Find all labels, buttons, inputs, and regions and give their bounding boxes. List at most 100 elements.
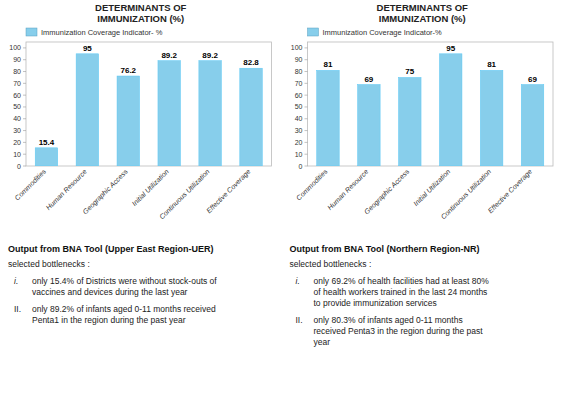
bar xyxy=(439,54,462,166)
data-label: 95 xyxy=(83,44,92,53)
bar xyxy=(399,77,422,166)
y-tick xyxy=(23,71,26,72)
x-tick-label: Commodities xyxy=(13,167,47,201)
item-numeral: i. xyxy=(14,276,18,286)
chart-panel: DETERMINANTS OFIMMUNIZATION (%) Immunizat… xyxy=(9,2,271,221)
y-tick xyxy=(23,83,26,84)
y-tick-label: 100 xyxy=(291,44,303,51)
y-tick xyxy=(305,71,308,72)
item-numeral: II. xyxy=(296,315,303,325)
bar xyxy=(158,61,181,166)
y-tick-label: 70 xyxy=(295,80,303,87)
text-line: to provide immunization services xyxy=(314,298,437,308)
text-line: DETERMINANTS OF xyxy=(377,2,469,13)
bar xyxy=(317,70,340,166)
data-label: 82.8 xyxy=(243,58,259,67)
y-tick xyxy=(23,59,26,60)
y-tick-label: 80 xyxy=(295,68,303,75)
x-tick-label: Geographic Access xyxy=(363,167,412,216)
y-tick xyxy=(23,130,26,131)
item-text: only 80.3% of infants aged 0-11 monthsre… xyxy=(314,315,484,347)
legend-label: Immunization Coverage Indicator-% xyxy=(323,28,443,37)
y-tick xyxy=(305,142,308,143)
text-line: of health workers trained in the last 24… xyxy=(314,287,488,297)
text-line: only 80.3% of infants aged 0-11 months xyxy=(314,315,463,325)
legend: Immunization Coverage Indicator- % xyxy=(26,28,163,37)
bar xyxy=(76,54,99,166)
y-tick-label: 90 xyxy=(13,56,21,63)
text-line: only 15.4% of Districts were without sto… xyxy=(32,276,217,286)
y-tick-label: 50 xyxy=(295,103,303,110)
y-tick-label: 30 xyxy=(295,127,303,134)
y-tick xyxy=(305,118,308,119)
data-label: 69 xyxy=(364,75,373,84)
y-tick xyxy=(305,47,308,48)
y-tick xyxy=(23,154,26,155)
legend-swatch xyxy=(26,28,37,36)
item-text: only 89.2% of infants aged 0-11 months r… xyxy=(32,304,216,325)
bar xyxy=(117,76,140,166)
x-tick-label: Effective Coverage xyxy=(205,168,253,216)
x-tick-label: Initial Utilization xyxy=(412,168,451,207)
y-tick-label: 0 xyxy=(299,163,303,170)
chart-panel: DETERMINANTS OFIMMUNIZATION (%) Immunizat… xyxy=(291,2,553,221)
data-label: 15.4 xyxy=(39,138,55,147)
text-line: IMMUNIZATION (%) xyxy=(97,13,184,24)
chart-title: DETERMINANTS OFIMMUNIZATION (%) xyxy=(95,2,187,24)
legend-label: Immunization Coverage Indicator- % xyxy=(41,28,163,37)
y-tick-label: 100 xyxy=(9,44,21,51)
y-tick-label: 40 xyxy=(13,115,21,122)
x-tick-label: Effective Coverage xyxy=(486,168,534,216)
bars xyxy=(35,54,262,166)
plot-frame xyxy=(308,42,554,166)
x-tick-label: Human Resource xyxy=(326,168,370,212)
x-tick-label: Geographic Access xyxy=(81,167,130,216)
panel-subtitle: selected bottlenecks : xyxy=(290,259,372,269)
y-tick xyxy=(23,95,26,96)
y-tick-label: 30 xyxy=(13,127,21,134)
bar xyxy=(199,61,222,166)
y-tick xyxy=(305,83,308,84)
y-tick-label: 80 xyxy=(13,68,21,75)
data-label: 95 xyxy=(446,44,455,53)
bar xyxy=(358,85,381,166)
bar xyxy=(480,70,503,166)
text-panel: Output from BNA Tool (Upper East Region-… xyxy=(8,244,217,325)
data-label: 81 xyxy=(487,60,496,69)
item-text: only 15.4% of Districts were without sto… xyxy=(32,276,217,297)
data-label: 89.2 xyxy=(202,51,218,60)
y-tick xyxy=(305,166,308,167)
panel-subtitle: selected bottlenecks : xyxy=(8,259,90,269)
legend-swatch xyxy=(308,28,319,36)
y-tick xyxy=(305,95,308,96)
data-label: 69 xyxy=(528,75,537,84)
x-tick-label: Initial Utilization xyxy=(131,168,170,207)
bar xyxy=(35,148,58,166)
y-tick xyxy=(305,59,308,60)
text-line: DETERMINANTS OF xyxy=(95,2,187,13)
data-label: 75 xyxy=(405,67,414,76)
chart-title: DETERMINANTS OFIMMUNIZATION (%) xyxy=(377,2,469,24)
bar xyxy=(240,68,263,166)
x-tick-label: Continuous Utilization xyxy=(158,168,211,221)
y-tick-label: 0 xyxy=(17,163,21,170)
plot-frame xyxy=(26,42,272,166)
y-tick-label: 70 xyxy=(13,80,21,87)
legend: Immunization Coverage Indicator-% xyxy=(308,28,443,37)
item-numeral: II. xyxy=(14,304,21,314)
item-numeral: i. xyxy=(296,276,300,286)
y-tick-label: 50 xyxy=(13,103,21,110)
data-label: 89.2 xyxy=(161,51,177,60)
bar xyxy=(521,85,544,166)
y-tick-label: 60 xyxy=(13,92,21,99)
y-tick xyxy=(23,166,26,167)
text-line: IMMUNIZATION (%) xyxy=(379,13,466,24)
text-line: only 89.2% of infants aged 0-11 months r… xyxy=(32,304,216,314)
y-tick xyxy=(23,142,26,143)
y-tick xyxy=(23,118,26,119)
y-tick-label: 10 xyxy=(13,151,21,158)
y-tick-label: 10 xyxy=(295,151,303,158)
x-tick-label: Commodities xyxy=(295,167,329,201)
y-tick-label: 40 xyxy=(295,115,303,122)
text-panel: Output from BNA Tool (Northern Region-NR… xyxy=(290,244,490,347)
